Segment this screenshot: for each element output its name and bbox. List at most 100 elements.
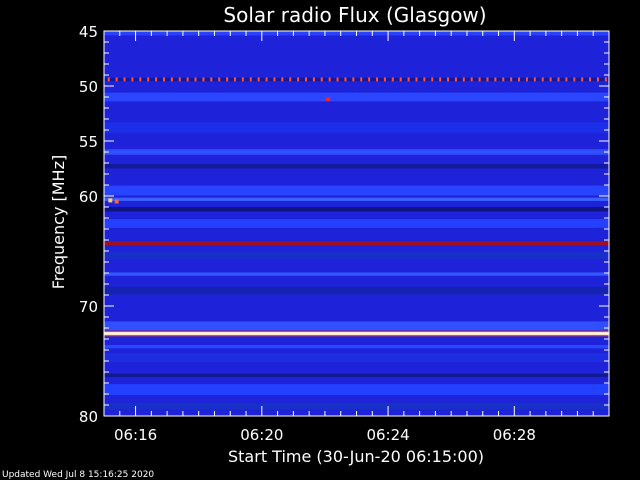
interference-dot: [178, 77, 181, 82]
interference-dot: [297, 77, 300, 82]
frequency-band: [104, 272, 609, 276]
interference-dot: [589, 77, 592, 82]
interference-dot: [123, 77, 126, 82]
burst-spot: [326, 97, 331, 102]
frequency-band: [104, 164, 609, 169]
updated-timestamp: Updated Wed Jul 8 15:16:25 2020: [2, 470, 154, 480]
interference-dot: [454, 77, 457, 82]
interference-dot: [328, 77, 331, 82]
frequency-band: [104, 321, 609, 331]
frequency-band: [104, 149, 609, 155]
interference-dot: [407, 77, 410, 82]
interference-dot: [533, 77, 536, 82]
axis-ticks: 45 50 55 60 70 80 06:16 06:20 06:24 06:28: [79, 23, 610, 444]
interference-dot: [581, 77, 584, 82]
frequency-band: [104, 353, 609, 363]
y-tick-label: 55: [79, 133, 98, 151]
interference-dot: [502, 77, 505, 82]
frequency-band: [104, 197, 609, 201]
interference-dot: [565, 77, 568, 82]
interference-dot: [115, 77, 118, 82]
frequency-band: [104, 92, 609, 102]
interference-dot: [399, 77, 402, 82]
frequency-band: [104, 122, 609, 134]
y-tick-label: 50: [79, 78, 98, 96]
interference-dot: [423, 77, 426, 82]
interference-dot: [383, 77, 386, 82]
frequency-band: [104, 332, 609, 335]
interference-dot: [289, 77, 292, 82]
x-tick-label: 06:24: [366, 426, 409, 444]
interference-dot: [233, 77, 236, 82]
interference-dot: [486, 77, 489, 82]
plot-area: [103, 30, 610, 417]
interference-dot: [194, 77, 197, 82]
x-axis-label: Start Time (30-Jun-20 06:15:00): [228, 447, 484, 466]
interference-dot: [336, 77, 339, 82]
y-tick-label: 60: [79, 188, 98, 206]
frequency-band: [104, 286, 609, 295]
interference-dot: [273, 77, 276, 82]
interference-dot: [447, 77, 450, 82]
interference-dot: [525, 77, 528, 82]
interference-dot: [462, 77, 465, 82]
interference-dot: [241, 77, 244, 82]
frequency-band: [104, 241, 609, 246]
frequency-band: [104, 219, 609, 228]
frequency-band: [104, 345, 609, 349]
interference-dot: [510, 77, 513, 82]
interference-dot: [210, 77, 213, 82]
interference-dot: [312, 77, 315, 82]
interference-dot: [391, 77, 394, 82]
interference-dot: [376, 77, 379, 82]
interference-dot: [518, 77, 521, 82]
interference-dot: [541, 77, 544, 82]
interference-dot: [549, 77, 552, 82]
interference-dot: [557, 77, 560, 82]
interference-dot: [265, 77, 268, 82]
interference-dot: [147, 77, 150, 82]
interference-dot: [431, 77, 434, 82]
interference-dot: [155, 77, 158, 82]
interference-dot: [368, 77, 371, 82]
interference-dot: [604, 77, 607, 82]
interference-dot: [305, 77, 307, 82]
interference-dot: [162, 77, 165, 82]
x-tick-label: 06:16: [114, 426, 157, 444]
interference-dot: [470, 77, 473, 82]
interference-dot: [360, 77, 363, 82]
interference-dot: [107, 77, 110, 82]
burst-spot: [114, 199, 119, 204]
interference-dot: [320, 77, 323, 82]
interference-dot: [596, 77, 599, 82]
x-tick-label: 06:28: [493, 426, 536, 444]
interference-dot: [131, 77, 134, 82]
y-tick-label: 70: [79, 298, 98, 316]
interference-dot: [170, 77, 173, 82]
interference-dot: [415, 77, 418, 82]
chart-title: Solar radio Flux (Glasgow): [223, 3, 486, 27]
frequency-band: [104, 384, 609, 396]
x-tick-label: 06:20: [240, 426, 283, 444]
frequency-band: [104, 402, 609, 410]
frequency-band: [104, 207, 609, 212]
interference-dot: [439, 77, 442, 82]
interference-dot: [139, 77, 142, 82]
interference-dot: [257, 77, 260, 82]
interference-dot: [352, 77, 355, 82]
interference-dot: [344, 77, 347, 82]
frequency-band: [104, 252, 609, 259]
frequency-band: [104, 185, 609, 196]
interference-dot: [226, 77, 229, 82]
interference-dot: [573, 77, 576, 82]
y-axis-label: Frequency [MHz]: [49, 155, 68, 289]
interference-dot: [186, 77, 189, 82]
y-tick-label: 45: [79, 23, 98, 41]
interference-dot: [202, 77, 205, 82]
interference-dot: [478, 77, 481, 82]
y-tick-label: 80: [79, 408, 98, 426]
frequency-band: [104, 77, 609, 82]
frequency-band: [104, 373, 609, 377]
interference-dot: [218, 77, 221, 82]
